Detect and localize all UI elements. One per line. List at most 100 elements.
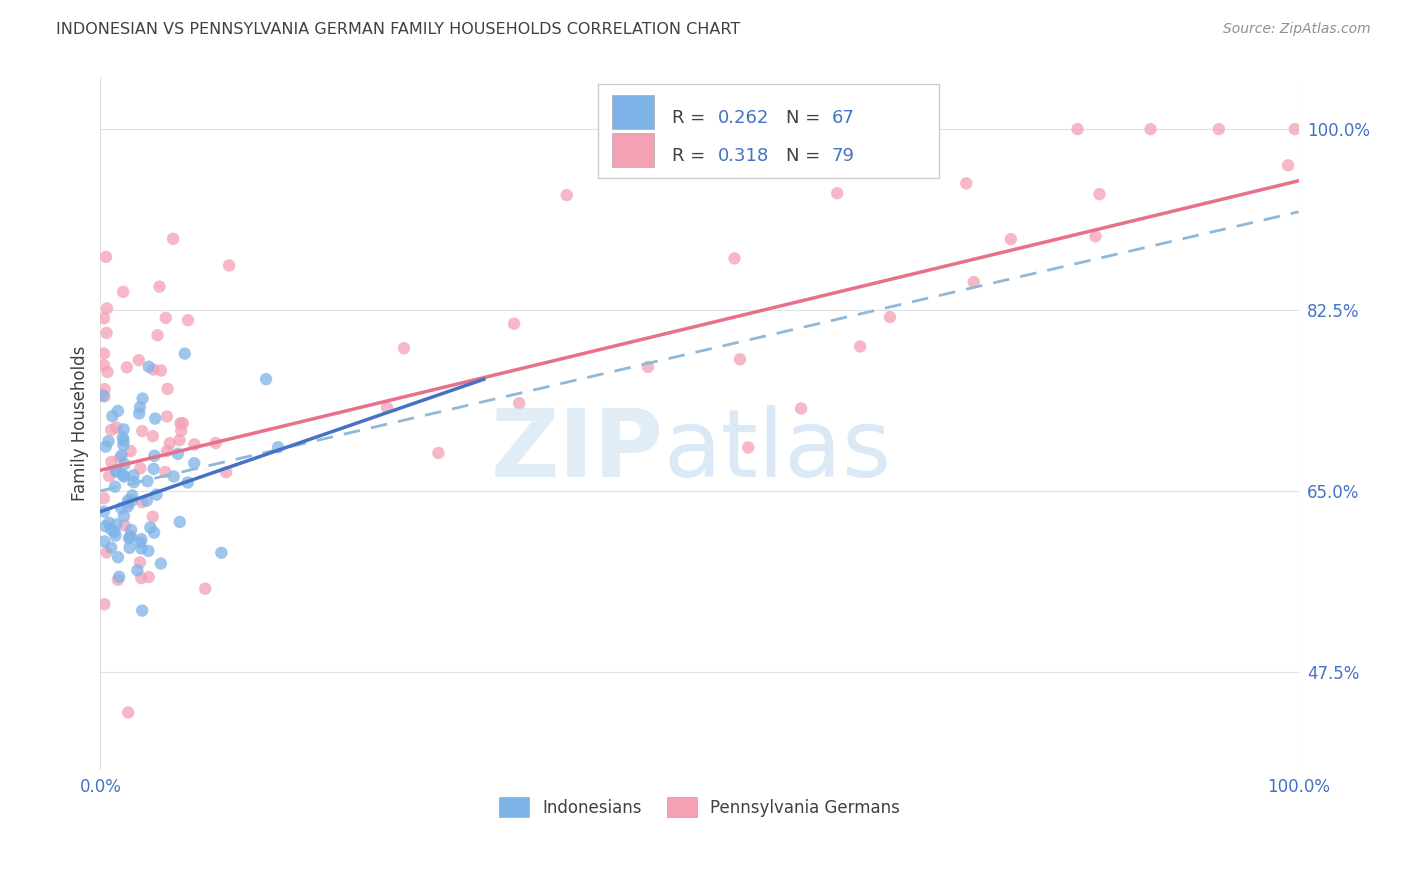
Point: [728, 352, 751, 367]
Point: [183, 437, 205, 451]
Point: [163, 469, 186, 483]
Point: [120, 530, 142, 544]
Point: [100, 423, 122, 437]
Point: [129, 461, 152, 475]
Point: [97, 516, 120, 530]
Point: [104, 528, 127, 542]
Point: [879, 310, 901, 324]
Point: [555, 188, 578, 202]
Point: [142, 509, 165, 524]
Point: [156, 444, 179, 458]
Point: [375, 401, 398, 415]
Point: [143, 411, 166, 425]
Text: INDONESIAN VS PENNSYLVANIA GERMAN FAMILY HOUSEHOLDS CORRELATION CHART: INDONESIAN VS PENNSYLVANIA GERMAN FAMILY…: [56, 22, 741, 37]
Point: [131, 541, 153, 556]
Point: [427, 446, 450, 460]
Point: [194, 582, 217, 596]
Point: [111, 448, 134, 462]
Point: [1066, 122, 1088, 136]
Point: [172, 416, 194, 430]
Y-axis label: Family Households: Family Households: [72, 346, 89, 501]
Point: [114, 457, 136, 471]
Point: [120, 444, 142, 458]
Point: [825, 186, 848, 201]
Point: [93, 359, 115, 373]
Point: [120, 523, 142, 537]
Point: [148, 279, 170, 293]
Point: [955, 177, 977, 191]
Point: [146, 328, 169, 343]
Point: [112, 509, 135, 524]
Point: [156, 382, 179, 396]
Point: [169, 417, 191, 431]
Point: [96, 365, 118, 379]
FancyBboxPatch shape: [598, 85, 939, 178]
Point: [1000, 232, 1022, 246]
Point: [128, 353, 150, 368]
Point: [166, 447, 188, 461]
Point: [107, 573, 129, 587]
Point: [103, 524, 125, 539]
Point: [121, 488, 143, 502]
Point: [173, 346, 195, 360]
Text: N =: N =: [786, 147, 825, 165]
Point: [159, 436, 181, 450]
Point: [117, 496, 139, 510]
Point: [93, 491, 115, 505]
Point: [117, 706, 139, 720]
Point: [135, 493, 157, 508]
Point: [392, 341, 415, 355]
Point: [97, 434, 120, 449]
Point: [96, 326, 118, 340]
Point: [121, 493, 143, 508]
Point: [170, 424, 193, 438]
Point: [637, 359, 659, 374]
Point: [118, 531, 141, 545]
Point: [849, 339, 872, 353]
Point: [143, 449, 166, 463]
Point: [110, 501, 132, 516]
Text: ZIP: ZIP: [491, 406, 664, 498]
Point: [94, 440, 117, 454]
Point: [98, 469, 121, 483]
Point: [177, 475, 200, 490]
Point: [177, 313, 200, 327]
Point: [254, 372, 277, 386]
Point: [162, 232, 184, 246]
Point: [267, 440, 290, 454]
Point: [100, 455, 122, 469]
Point: [1284, 122, 1306, 136]
Point: [105, 463, 128, 477]
Point: [111, 431, 134, 445]
Point: [112, 285, 135, 299]
Point: [156, 409, 179, 424]
FancyBboxPatch shape: [612, 133, 654, 168]
Point: [104, 480, 127, 494]
Point: [111, 468, 134, 483]
Point: [149, 363, 172, 377]
Point: [118, 541, 141, 555]
Point: [93, 311, 115, 326]
Point: [155, 465, 177, 479]
Text: 0.318: 0.318: [717, 147, 769, 165]
Point: [1088, 187, 1111, 202]
Point: [149, 557, 172, 571]
Point: [142, 362, 165, 376]
Point: [1084, 229, 1107, 244]
Point: [117, 500, 139, 514]
Point: [145, 487, 167, 501]
Point: [112, 422, 135, 436]
Point: [142, 462, 165, 476]
Point: [114, 518, 136, 533]
Point: [122, 468, 145, 483]
Point: [96, 545, 118, 559]
Point: [508, 396, 530, 410]
Point: [122, 475, 145, 490]
Point: [218, 259, 240, 273]
Point: [129, 401, 152, 415]
Point: [96, 301, 118, 316]
Point: [131, 603, 153, 617]
Point: [127, 563, 149, 577]
Point: [143, 525, 166, 540]
Point: [93, 534, 115, 549]
